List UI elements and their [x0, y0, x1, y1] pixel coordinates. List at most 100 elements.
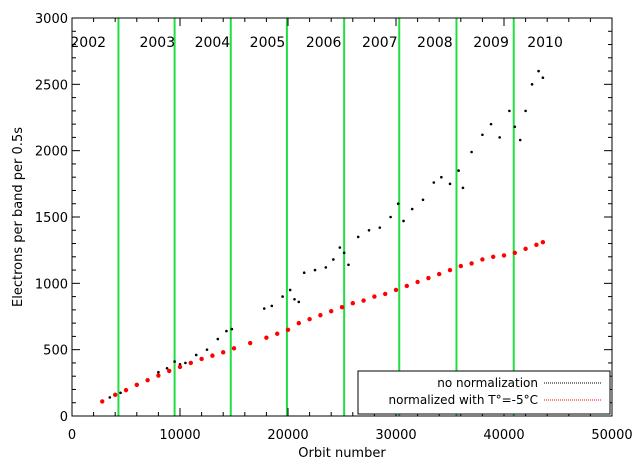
data-point-normalized	[480, 257, 485, 262]
data-point-no-normalization	[216, 337, 220, 341]
data-point-no-normalization	[157, 370, 160, 374]
plot-frame	[71, 17, 613, 417]
x-tick-label: 40000	[483, 428, 524, 443]
data-point-normalized	[372, 294, 377, 299]
legend: no normalization normalized with T°=-5°C	[357, 370, 611, 415]
data-point-normalized	[231, 346, 237, 351]
data-point-no-normalization	[537, 69, 540, 73]
data-point-normalized	[100, 399, 105, 404]
data-point-normalized	[437, 271, 442, 277]
year-labels: 2002 2003 2004 2005 2006 2007 2008 2009 2010	[70, 35, 562, 51]
data-point-normalized	[167, 368, 172, 374]
y-tick-label: 2500	[35, 78, 68, 93]
data-point-no-normalization	[378, 226, 382, 229]
data-point-no-normalization	[184, 361, 187, 365]
data-point-normalized	[361, 298, 366, 303]
data-point-no-normalization	[165, 366, 169, 370]
data-point-no-normalization	[513, 125, 517, 129]
data-point-no-normalization	[342, 251, 346, 255]
axis-tick-labels: 0 10000 20000 30000 40000 50000 0 500 1000 1500 20…	[35, 12, 633, 443]
y-tick-label: 500	[43, 344, 68, 359]
year-label: 2002	[70, 35, 106, 51]
y-axis-title: Electrons per band per 0.5s	[11, 127, 26, 307]
data-point-no-normalization	[470, 150, 473, 154]
data-point-normalized	[534, 242, 539, 248]
data-point-no-normalization	[302, 271, 306, 275]
data-point-normalized	[447, 267, 453, 273]
data-point-no-normalization	[421, 198, 425, 202]
x-axis-title: Orbit number	[298, 446, 386, 461]
data-point-normalized	[383, 291, 388, 297]
data-point-no-normalization	[389, 215, 392, 219]
data-point-no-normalization	[173, 360, 176, 363]
y-tick-label: 1000	[35, 277, 68, 292]
data-point-no-normalization	[440, 175, 443, 179]
data-point-no-normalization	[524, 109, 527, 113]
data-point-no-normalization	[281, 295, 284, 298]
data-point-no-normalization	[457, 169, 460, 172]
year-label: 2010	[527, 35, 563, 51]
data-point-no-normalization	[205, 348, 209, 351]
data-point-normalized	[145, 377, 150, 383]
year-label: 2004	[195, 35, 231, 51]
x-tick-label: 50000	[591, 428, 632, 443]
year-label: 2007	[362, 35, 398, 51]
data-point-normalized	[177, 364, 183, 370]
x-tick-label: 30000	[375, 428, 416, 443]
data-point-no-normalization	[367, 228, 371, 232]
axis-ticks	[71, 17, 613, 417]
series-normalized	[100, 240, 546, 404]
data-point-normalized	[339, 305, 345, 310]
data-point-no-normalization	[338, 246, 342, 249]
data-point-normalized	[221, 350, 226, 355]
year-label: 2003	[139, 35, 175, 51]
data-point-no-normalization	[530, 83, 534, 86]
data-point-normalized	[350, 301, 355, 306]
data-point-normalized	[307, 316, 312, 322]
data-point-normalized	[123, 387, 129, 393]
x-tick-label: 20000	[267, 428, 308, 443]
data-point-no-normalization	[481, 133, 484, 137]
data-point-no-normalization	[313, 268, 317, 272]
data-point-no-normalization	[324, 266, 328, 269]
data-point-no-normalization	[402, 219, 405, 223]
data-point-no-normalization	[347, 263, 350, 267]
data-point-no-normalization	[225, 329, 228, 333]
data-point-normalized	[210, 353, 215, 358]
data-point-no-normalization	[230, 327, 234, 331]
data-point-no-normalization	[508, 109, 511, 113]
data-point-normalized	[491, 254, 496, 259]
y-tick-label: 3000	[35, 12, 68, 27]
data-point-no-normalization	[498, 136, 501, 139]
year-label: 2005	[250, 35, 286, 51]
data-point-normalized	[469, 261, 474, 266]
data-point-no-normalization	[489, 122, 493, 126]
y-tick-label: 2000	[35, 145, 68, 160]
data-point-no-normalization	[293, 297, 296, 301]
data-point-normalized	[329, 308, 334, 314]
legend-label-no-normalization: no normalization	[437, 376, 538, 390]
year-boundary-lines	[117, 18, 515, 416]
data-point-no-normalization	[194, 353, 198, 357]
data-point-normalized	[512, 250, 517, 256]
data-point-normalized	[156, 373, 161, 378]
data-point-no-normalization	[119, 391, 122, 395]
data-point-normalized	[426, 275, 431, 281]
data-point-no-normalization	[461, 186, 465, 190]
data-point-no-normalization	[432, 181, 436, 184]
data-point-normalized	[248, 340, 253, 346]
x-tick-label: 10000	[159, 428, 200, 443]
data-point-no-normalization	[518, 138, 522, 142]
data-point-normalized	[415, 279, 420, 285]
data-point-normalized	[296, 320, 301, 326]
data-point-no-normalization	[262, 307, 266, 310]
data-point-normalized	[188, 360, 193, 366]
year-label: 2006	[306, 35, 342, 51]
data-point-normalized	[285, 327, 291, 332]
data-point-normalized	[199, 356, 204, 362]
data-point-normalized	[540, 240, 546, 245]
y-tick-label: 1500	[35, 211, 68, 226]
data-point-no-normalization	[288, 288, 292, 292]
data-point-no-normalization	[541, 76, 545, 79]
